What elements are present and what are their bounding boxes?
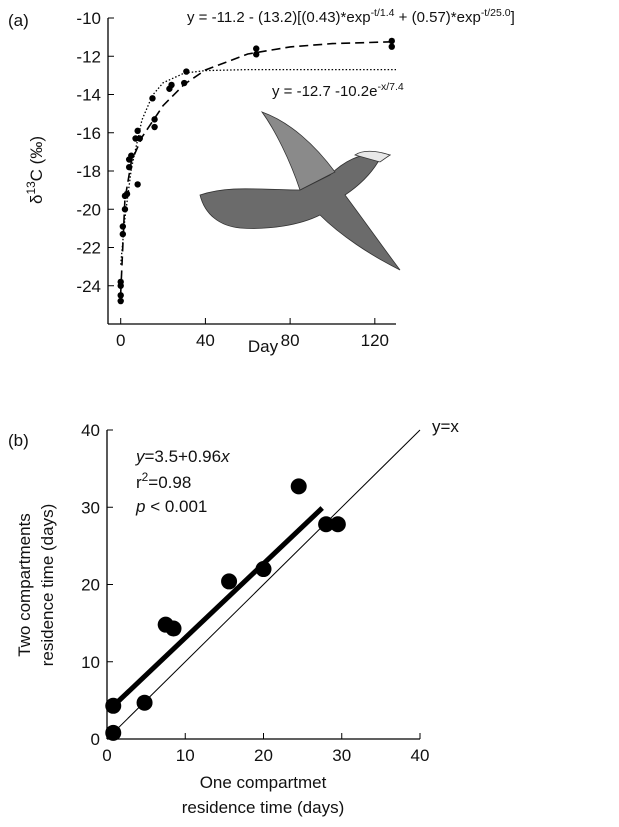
x-tick-label: 40: [196, 331, 215, 350]
data-point: [389, 38, 395, 44]
label-part: -t/25.0: [481, 7, 511, 19]
label-part: y = -12.7 -10.2e: [272, 83, 377, 100]
x-tick-label: 30: [332, 746, 351, 765]
data-point: [105, 725, 121, 741]
label-part: y = -11.2 - (13.2)[(0.43)*exp: [187, 9, 371, 26]
data-point: [118, 279, 124, 285]
data-point: [168, 82, 174, 88]
data-point: [128, 153, 134, 159]
y-tick-label: 40: [81, 421, 100, 440]
data-point: [105, 698, 121, 714]
y-tick-label: 10: [81, 653, 100, 672]
y-tick-label: -18: [76, 162, 101, 181]
y-axis-label: Two compartments: [15, 513, 34, 657]
x-axis-label: Day: [248, 337, 279, 356]
data-point: [118, 298, 124, 304]
label-part: =3.5+0.96: [145, 447, 222, 466]
panel: (b) 0 10 20 30 40 0 10 20 30 40 One compartmet resid…: [8, 417, 459, 817]
data-point: [124, 191, 130, 197]
x-axis-label: One compartmet: [200, 773, 327, 792]
data-point: [330, 516, 346, 532]
annotation: p < 0.001: [135, 497, 207, 516]
panel-label: (b): [8, 431, 29, 450]
y-axis-label: residence time (days): [38, 504, 57, 667]
x-tick-label: 120: [361, 331, 389, 350]
label-part: x: [220, 447, 230, 466]
fit-line: [113, 508, 322, 706]
x-tick-label: 20: [254, 746, 273, 765]
data-point: [151, 124, 157, 130]
x-tick-label: 10: [176, 746, 195, 765]
data-point: [253, 45, 259, 51]
label-part: C (‰): [27, 136, 46, 181]
label-part: y=x: [432, 417, 459, 436]
label-part: < 0.001: [145, 497, 207, 516]
data-point: [120, 223, 126, 229]
data-point: [151, 116, 157, 122]
panel: (a) -24 -22 -20 -18 -16 -14 -12 -10 0 40 80 120 Day δ1…: [8, 7, 515, 356]
data-point: [389, 43, 395, 49]
y-tick-label: -22: [76, 239, 101, 258]
annotation: y=x: [432, 417, 459, 436]
label-part: p: [135, 497, 145, 516]
label-part: -x/7.4: [377, 81, 403, 93]
annotation: y=3.5+0.96x: [135, 447, 230, 466]
y-tick-label: 30: [81, 498, 100, 517]
x-tick-label: 0: [116, 331, 125, 350]
data-point: [181, 80, 187, 86]
data-point: [256, 561, 272, 577]
data-point: [149, 95, 155, 101]
label: δ13C (‰): [24, 136, 46, 204]
label-part: + (0.57)*exp: [395, 9, 481, 26]
y-tick-label: 0: [91, 730, 100, 749]
y-tick-label: 20: [81, 576, 100, 595]
data-point: [137, 135, 143, 141]
data-point: [137, 695, 153, 711]
bird-illustration: [200, 112, 400, 270]
data-point: [134, 181, 140, 187]
data-point: [291, 478, 307, 494]
y-tick-label: -12: [76, 47, 101, 66]
label-part: δ: [27, 195, 46, 204]
label-part: -t/1.4: [371, 7, 395, 19]
data-point: [120, 231, 126, 237]
data-point: [126, 164, 132, 170]
y-tick-label: -14: [76, 86, 101, 105]
label-part: 13: [24, 181, 38, 195]
figure: (a)-24-22-20-18-16-14-12-1004080120Dayδ1…: [0, 0, 619, 827]
data-point: [221, 573, 237, 589]
data-point: [134, 128, 140, 134]
y-tick-label: -24: [76, 277, 101, 296]
data-point: [183, 68, 189, 74]
annotation: r2=0.98: [136, 470, 191, 492]
data-point: [253, 51, 259, 57]
y-tick-label: -10: [76, 9, 101, 28]
label-part: =0.98: [148, 473, 191, 492]
x-tick-label: 0: [102, 746, 111, 765]
x-tick-label: 40: [411, 746, 430, 765]
data-point: [118, 292, 124, 298]
annotation: y = -12.7 -10.2e-x/7.4: [272, 81, 404, 100]
data-point: [122, 206, 128, 212]
data-point: [166, 621, 182, 637]
y-tick-label: -16: [76, 124, 101, 143]
panel-label: (a): [8, 11, 29, 30]
x-tick-label: 80: [281, 331, 300, 350]
y-tick-label: -20: [76, 200, 101, 219]
x-axis-label: residence time (days): [182, 798, 345, 817]
label-part: ]: [511, 9, 515, 26]
annotation: y = -11.2 - (13.2)[(0.43)*exp-t/1.4 + (0…: [187, 7, 515, 26]
